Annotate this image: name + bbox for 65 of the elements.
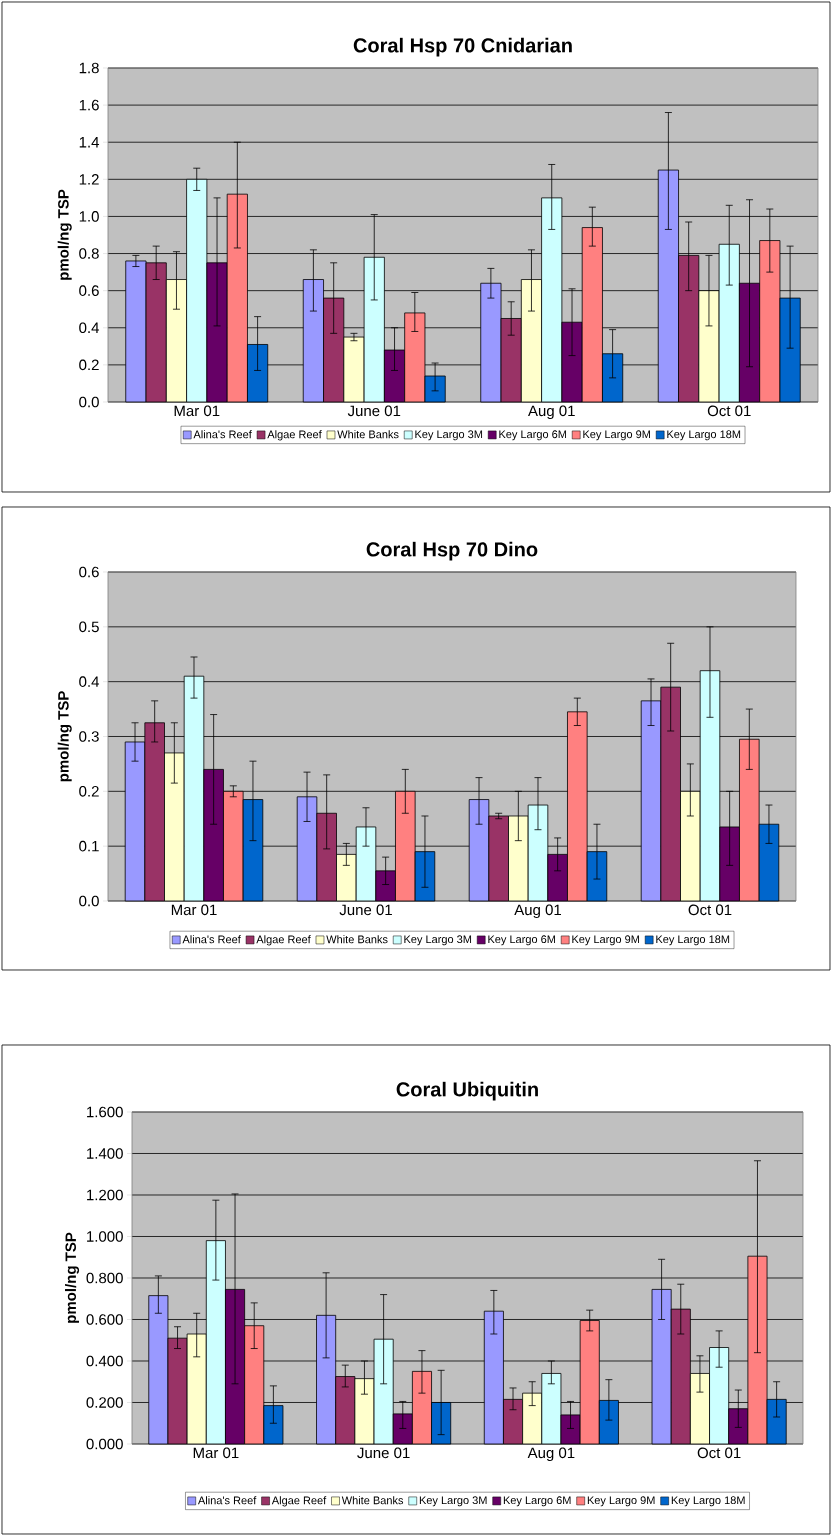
legend-label: Alina's Reef xyxy=(197,1496,257,1505)
legend-label: White Banks xyxy=(341,1496,404,1505)
legend-label: Key Largo 3M xyxy=(415,430,483,441)
y-tick-label: 1.600 xyxy=(87,1106,123,1118)
legend-label: Alina's Reef xyxy=(193,430,252,439)
y-tick-label: 0.6 xyxy=(79,285,99,296)
y-tick-label: 1.2 xyxy=(79,174,99,185)
y-tick-label: 0.0 xyxy=(79,396,99,408)
legend-label: Key Largo 18M xyxy=(656,935,730,946)
x-tick-label: Aug 01 xyxy=(528,405,575,420)
y-tick-label: 0.8 xyxy=(79,248,99,259)
legend-label: Key Largo 9M xyxy=(583,430,650,441)
y-tick-label: 0.200 xyxy=(86,1397,123,1408)
y-axis-title: pmol/ng TSP xyxy=(57,189,72,280)
legend-label: Algae Reef xyxy=(267,430,322,441)
legend-label: Key Largo 9M xyxy=(572,935,639,946)
y-tick-label: 0.0 xyxy=(79,895,99,907)
y-axis-title: pmol/ng TSP xyxy=(57,691,72,782)
x-tick-label: Oct 01 xyxy=(697,1447,741,1459)
y-tick-label: 1.000 xyxy=(87,1231,123,1242)
y-tick-label: 0.400 xyxy=(86,1355,123,1367)
legend-label: White Banks xyxy=(326,935,388,944)
y-tick-label: 0.3 xyxy=(79,731,99,742)
x-tick-label: June 01 xyxy=(339,904,392,916)
y-tick-label: 1.0 xyxy=(79,211,99,222)
x-tick-label: Mar 01 xyxy=(193,1447,239,1459)
y-tick-label: 1.6 xyxy=(79,99,99,111)
legend-label: Key Largo 3M xyxy=(419,1496,487,1507)
y-tick-label: 0.800 xyxy=(86,1272,123,1284)
y-tick-label: 0.2 xyxy=(79,786,99,797)
legend-label: Algae Reef xyxy=(271,1496,327,1507)
x-tick-label: Aug 01 xyxy=(514,904,562,919)
y-tick-label: 0.1 xyxy=(79,840,99,852)
legend-label: Key Largo 3M xyxy=(404,935,472,946)
y-tick-label: 1.400 xyxy=(87,1148,123,1159)
chart-title: Coral Hsp 70 Cnidarian xyxy=(353,37,572,57)
y-tick-label: 1.200 xyxy=(87,1189,123,1201)
x-tick-label: Oct 01 xyxy=(707,405,751,417)
y-tick-label: 0.2 xyxy=(79,359,99,371)
y-tick-label: 0.6 xyxy=(79,566,99,578)
x-tick-label: Mar 01 xyxy=(174,405,220,417)
legend-label: Algae Reef xyxy=(256,935,311,946)
x-tick-label: Aug 01 xyxy=(527,1447,575,1462)
y-tick-label: 0.5 xyxy=(79,621,99,633)
x-tick-label: June 01 xyxy=(357,1447,410,1459)
y-tick-label: 0.4 xyxy=(79,322,100,334)
y-axis-title: pmol/ng TSP xyxy=(65,1232,80,1323)
x-tick-label: Mar 01 xyxy=(171,904,217,916)
y-tick-label: 0.000 xyxy=(86,1438,123,1450)
chart-title: Coral Ubiquitin xyxy=(396,1081,538,1101)
y-tick-label: 0.4 xyxy=(79,676,100,687)
legend-label: Key Largo 18M xyxy=(667,430,741,441)
chart-title: Coral Hsp 70 Dino xyxy=(366,541,538,561)
legend-label: Key Largo 6M xyxy=(503,1496,571,1507)
y-tick-label: 1.8 xyxy=(79,62,99,74)
legend-label: Alina's Reef xyxy=(182,935,241,944)
legend-label: Key Largo 6M xyxy=(499,430,567,441)
legend-label: White Banks xyxy=(337,430,399,439)
legend-label: Key Largo 9M xyxy=(587,1496,655,1507)
legend-label: Key Largo 6M xyxy=(488,935,556,946)
legend-label: Key Largo 18M xyxy=(671,1496,745,1507)
x-tick-label: June 01 xyxy=(347,405,401,417)
y-tick-label: 1.4 xyxy=(79,137,100,148)
x-tick-label: Oct 01 xyxy=(688,904,732,916)
y-tick-label: 0.600 xyxy=(86,1314,123,1325)
